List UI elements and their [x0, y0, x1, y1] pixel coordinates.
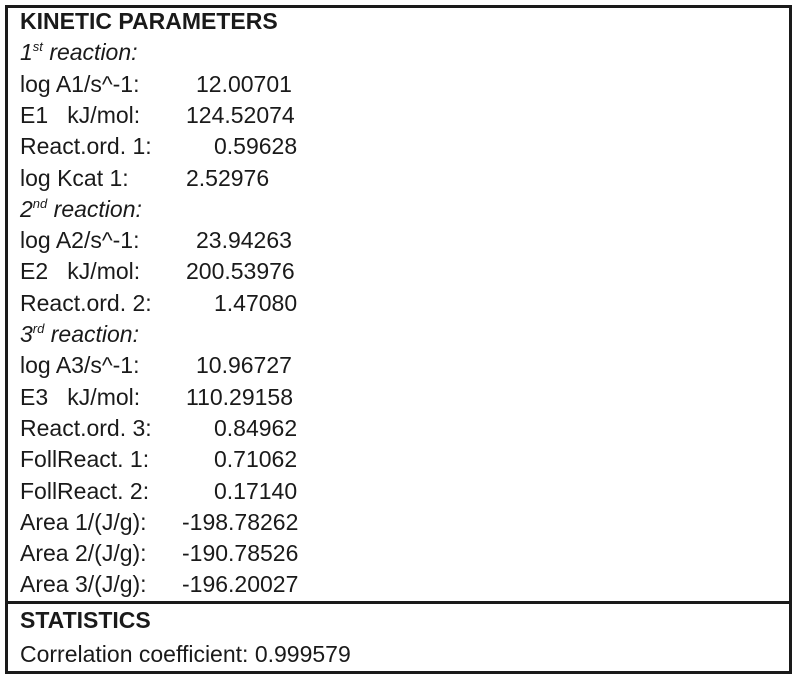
param-label: log A1/s^-1:	[20, 70, 140, 97]
panel-border	[5, 5, 792, 674]
section-title: KINETIC PARAMETERS	[20, 8, 278, 34]
param-label: log Kcat 1:	[20, 164, 129, 191]
param-value: -198.78262	[182, 508, 299, 535]
param-value: 0.71062	[214, 446, 298, 473]
param-label: E3 kJ/mol:	[20, 383, 141, 410]
param-label: E2 kJ/mol:	[20, 258, 141, 285]
param-label: FollReact. 2:	[20, 477, 150, 504]
param-label: Area 3/(J/g):	[20, 571, 147, 598]
param-label: FollReact. 1:	[20, 446, 150, 473]
param-label: React.ord. 2:	[20, 289, 152, 316]
param-label: React.ord. 3:	[20, 414, 152, 441]
reaction-heading: 3rd reaction:	[20, 320, 139, 348]
param-value: 10.96727	[196, 352, 292, 379]
param-value: 0.59628	[214, 133, 298, 160]
param-value: -196.20027	[182, 571, 299, 598]
param-value: 200.53976	[186, 258, 295, 285]
reaction-number: 3	[20, 321, 33, 347]
ordinal-suffix: st	[32, 39, 43, 55]
param-label: Area 2/(J/g):	[20, 540, 147, 567]
reaction-heading: 2nd reaction:	[20, 195, 142, 223]
reaction-text: reaction:	[50, 321, 139, 347]
section-title: STATISTICS	[20, 607, 151, 633]
ordinal-suffix: nd	[32, 195, 48, 211]
param-value: 1.47080	[214, 289, 298, 316]
param-value: 23.94263	[196, 227, 292, 254]
reaction-number: 1	[20, 39, 33, 66]
param-label: React.ord. 1:	[20, 133, 152, 160]
reaction-text: reaction:	[53, 195, 142, 222]
stat-row: Correlation coefficient: 0.999579	[20, 640, 351, 668]
reaction-number: 2	[20, 195, 33, 222]
divider	[5, 601, 792, 604]
param-label: Area 1/(J/g):	[20, 508, 147, 535]
param-value: 2.52976	[186, 164, 270, 191]
reaction-text: reaction:	[49, 39, 138, 66]
reaction-heading: 1st reaction:	[20, 38, 138, 66]
param-label: log A2/s^-1:	[20, 227, 140, 254]
stat-value: 0.999579	[254, 641, 351, 667]
ordinal-suffix: rd	[32, 321, 45, 336]
param-value: 0.84962	[214, 414, 298, 441]
param-value: 124.52074	[186, 101, 295, 128]
param-value: -190.78526	[182, 540, 299, 567]
param-value: 110.29158	[186, 383, 294, 410]
param-label: E1 kJ/mol:	[20, 101, 141, 128]
stat-label: Correlation coefficient:	[20, 641, 249, 667]
param-value: 12.00701	[196, 70, 292, 97]
param-value: 0.17140	[214, 477, 298, 504]
param-label: log A3/s^-1:	[20, 352, 140, 379]
